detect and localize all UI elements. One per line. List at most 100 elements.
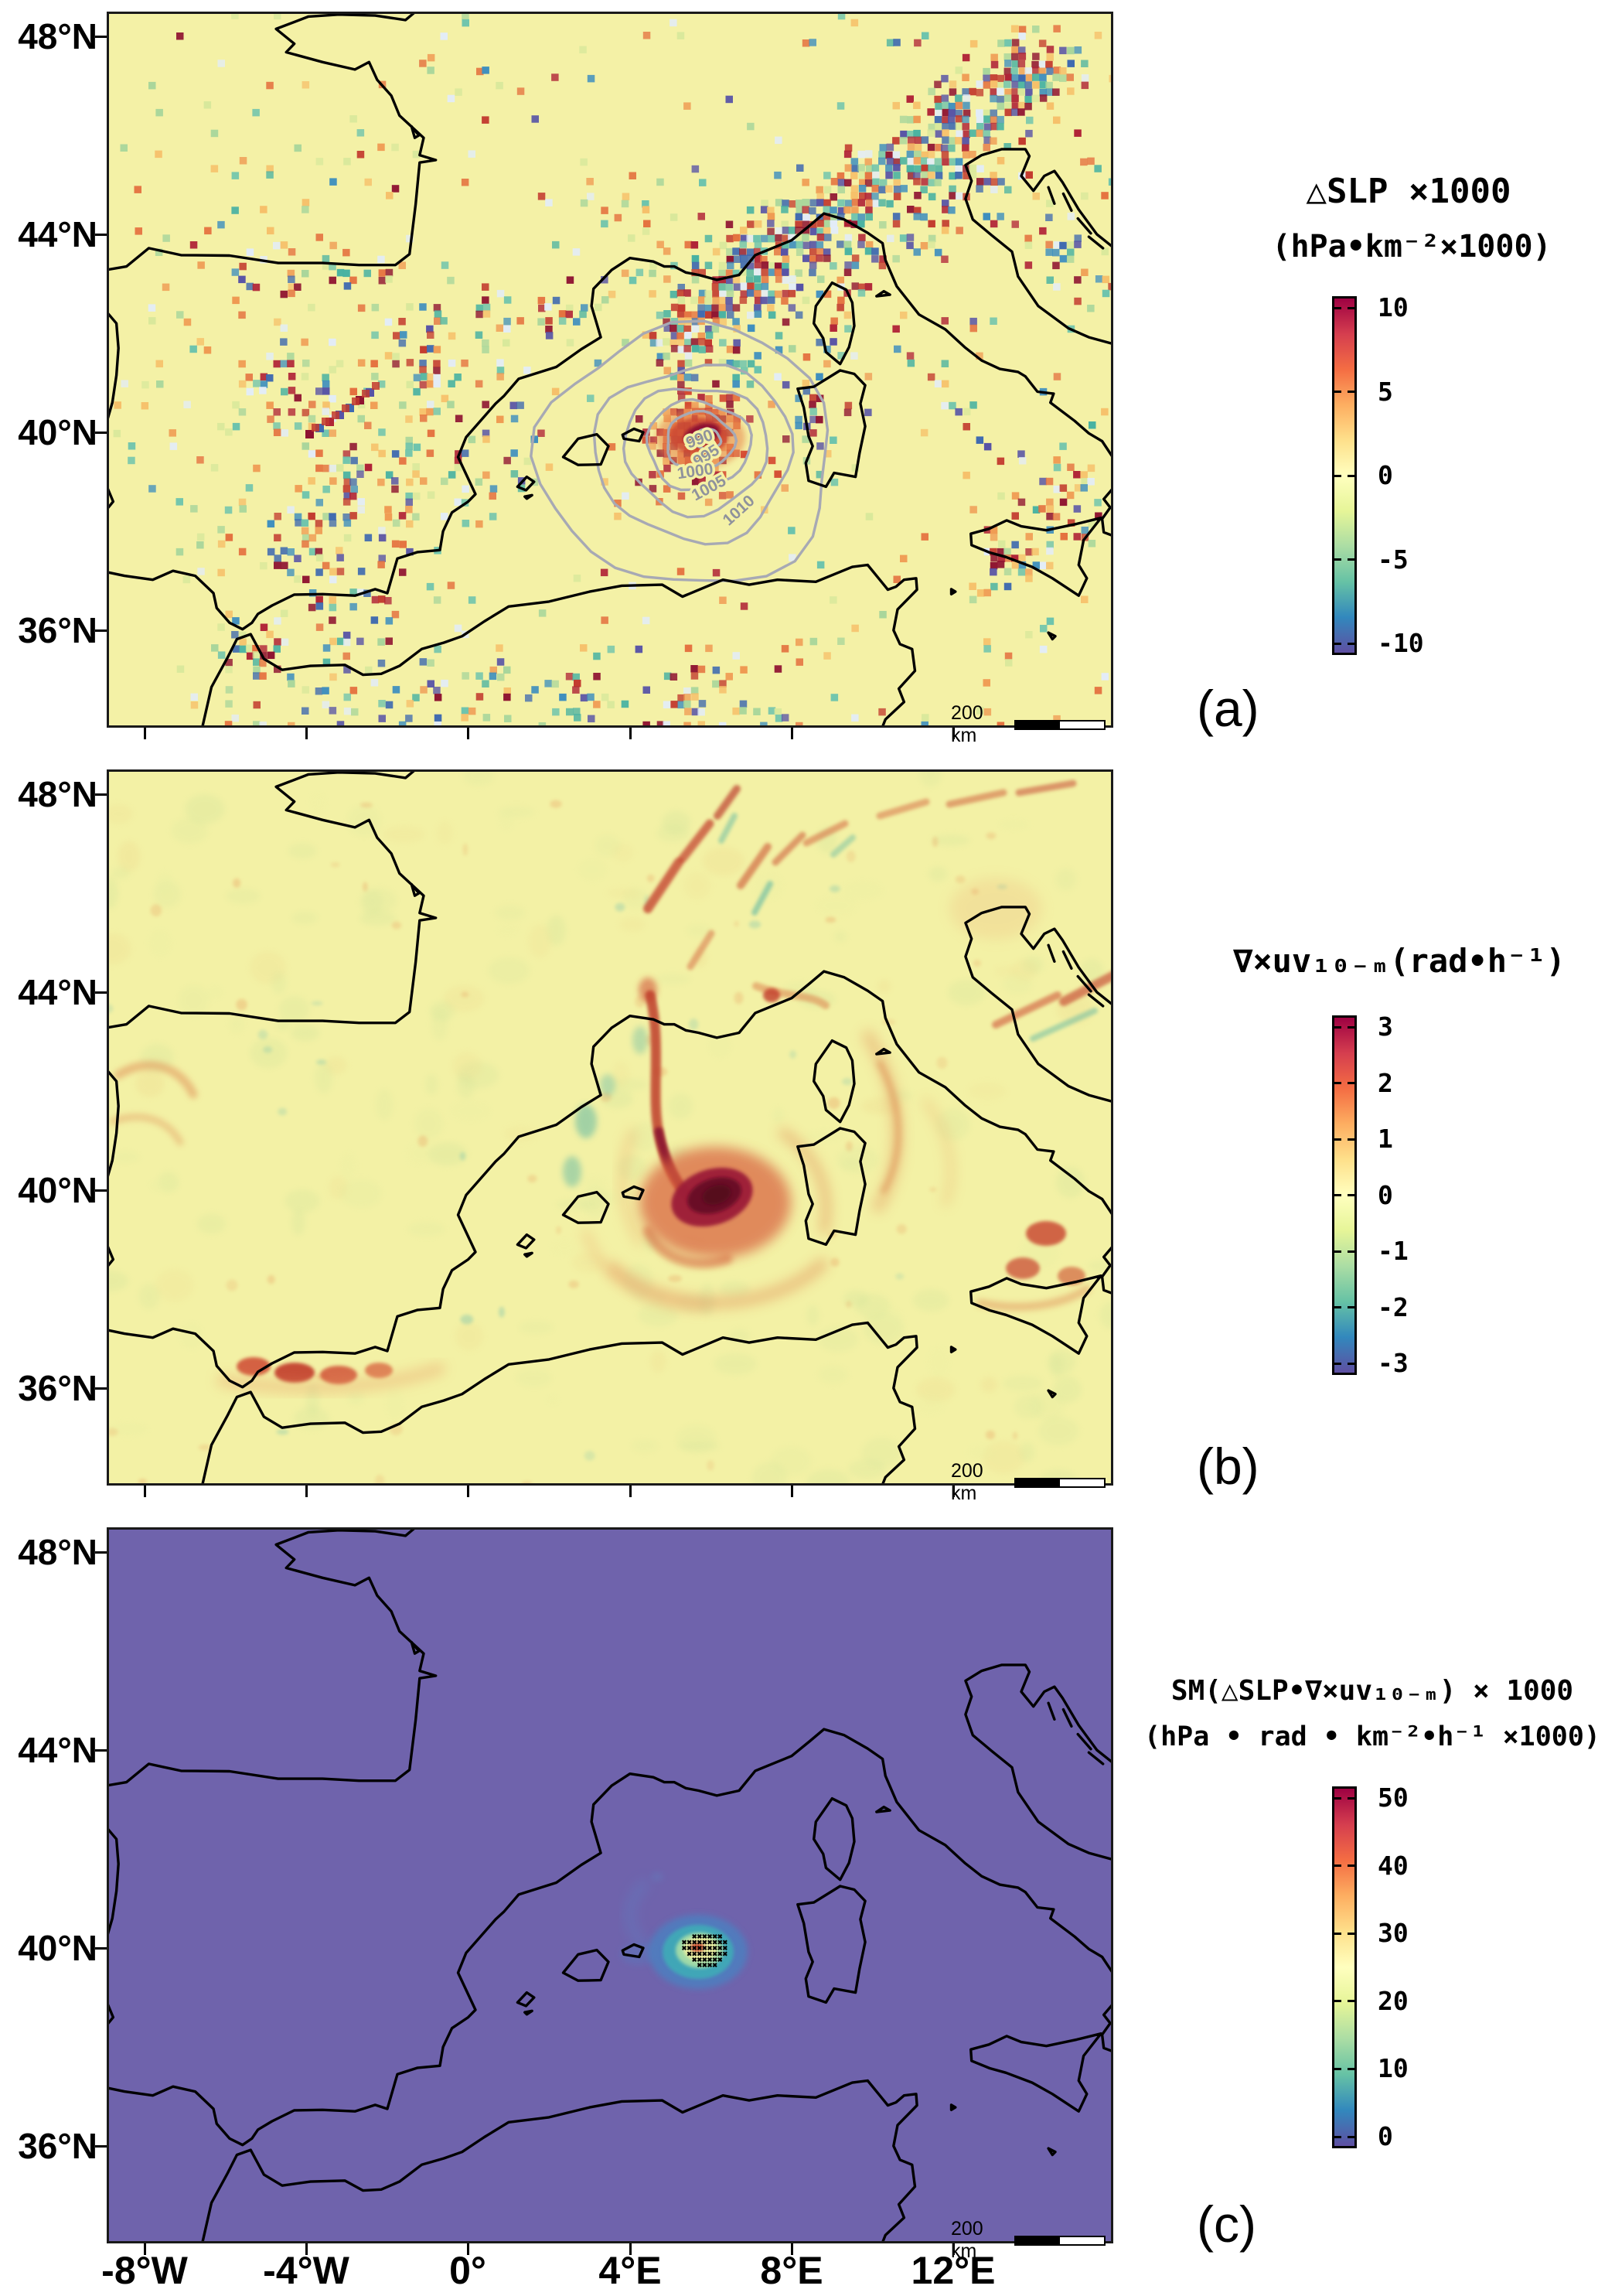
scale-bar-a: 200 km [951,702,1106,747]
colorbar-tick-10 [1334,306,1341,309]
colorbar-tick--1 [1334,1250,1341,1253]
field-blob [375,1088,394,1121]
lat-label-48°N-panel-a: 48°N [18,16,97,56]
colorbar-tick--2 [1348,1306,1354,1308]
field-blob [772,1107,785,1124]
field-streak [625,1880,652,1951]
field-blob [632,1026,648,1054]
field-blob [948,979,986,1006]
lat-label-36°N-panel-b: 36°N [18,1368,97,1408]
panel-a-map: 990 995 1000 1005 1010 [104,10,1116,733]
field-blob [1048,1349,1075,1375]
field-streak [216,1363,445,1394]
field-blob [719,1281,750,1298]
field-blob [1002,1375,1044,1392]
scale-bar-c: 200 km [951,2218,1106,2263]
field-blob [278,995,310,1023]
field-blob [179,1322,204,1349]
field-blob [661,810,691,834]
colorbar-tick-label-30: 30 [1378,1918,1409,1949]
colorbar-tick-10 [1348,306,1354,309]
field-blob [928,866,948,882]
field-blob [274,1363,315,1383]
field-blob [516,1368,552,1388]
field-blob [817,1326,859,1353]
field-blob [451,1052,482,1080]
lon-tick-0°-panel-c [466,2243,469,2255]
field-blob [171,817,209,844]
field-blob [459,1151,466,1161]
colorbar-tick-10 [1348,2067,1354,2070]
field-blob [579,1175,608,1188]
field-blob [615,902,625,912]
colorbar-tick-50 [1348,1796,1354,1800]
field-blob [250,1038,288,1069]
colorbar-tick--5 [1334,558,1341,561]
lat-tick-48°N-panel-b [95,793,107,796]
field-blob [156,872,173,895]
scale-bar-a-text: 200 km [951,702,983,746]
field-blob [1006,1257,1040,1279]
field-blob [339,1151,357,1180]
field-blob [110,1151,141,1163]
lat-label-36°N-panel-c: 36°N [18,2126,97,2166]
panel-b-letter: (b) [1197,1438,1259,1495]
scale-bar-c-text: 200 km [951,2218,983,2262]
field-streak [607,1258,828,1309]
field-blob [789,1050,797,1059]
field-blob [1014,1394,1044,1420]
field-blob [612,1061,630,1087]
field-blob [896,1224,907,1234]
lat-tick-48°N-panel-a [95,35,107,38]
field-blob [1019,1441,1035,1462]
field-blob [150,904,162,917]
colorbar-tick-label-40: 40 [1378,1850,1409,1881]
colorbar-tick-0 [1334,1194,1341,1196]
field-blob [417,1135,428,1148]
lat-tick-36°N-panel-b [95,1387,107,1390]
field-streak [778,1128,832,1235]
field-blob [931,834,971,846]
colorbar-tick-40 [1348,1864,1354,1868]
lon-tick-12°E-panel-a [952,728,955,739]
field-blob [568,1280,579,1289]
lat-tick-40°N-panel-a [95,431,107,434]
coastline [104,768,1116,1491]
colorbar-tick-5 [1334,391,1341,393]
field-blob [363,882,368,892]
field-blob [806,1305,819,1326]
field-blob [763,988,780,1002]
field-blob [618,917,646,932]
field-blob [383,825,425,843]
field-blob [702,847,745,876]
field-streak [922,1098,955,1206]
lon-tick--4°W-panel-a [305,728,308,739]
colorbar-tick-3 [1334,1025,1341,1029]
field-blob [683,872,711,900]
field-blob [267,1274,275,1284]
field-blob [290,1024,320,1042]
panel-a-letter: (a) [1197,680,1259,737]
field-blob [845,1301,852,1308]
field-blob [278,1107,288,1116]
slp-noise-field [113,12,1116,730]
field-blob [528,924,552,958]
field-blob [178,984,210,1016]
slp-contour [645,397,753,492]
lat-tick-48°N-panel-c [95,1551,107,1554]
field-blob [111,867,131,879]
lat-label-48°N-panel-c: 48°N [18,1532,97,1572]
field-blob [496,924,520,937]
field-blob [955,875,966,884]
field-blob [148,928,172,958]
field-blob [833,930,847,943]
field-blob [734,920,739,927]
colorbar-a: 10 5 0 -5 -10 [1332,294,1424,657]
lon-label-0°: 0° [449,2249,486,2292]
scale-bar-b: 200 km [951,1460,1106,1505]
field-blob [651,1872,663,1881]
map-frame [107,769,1113,1486]
field-blob [980,1377,998,1393]
field-blob [895,1273,905,1280]
